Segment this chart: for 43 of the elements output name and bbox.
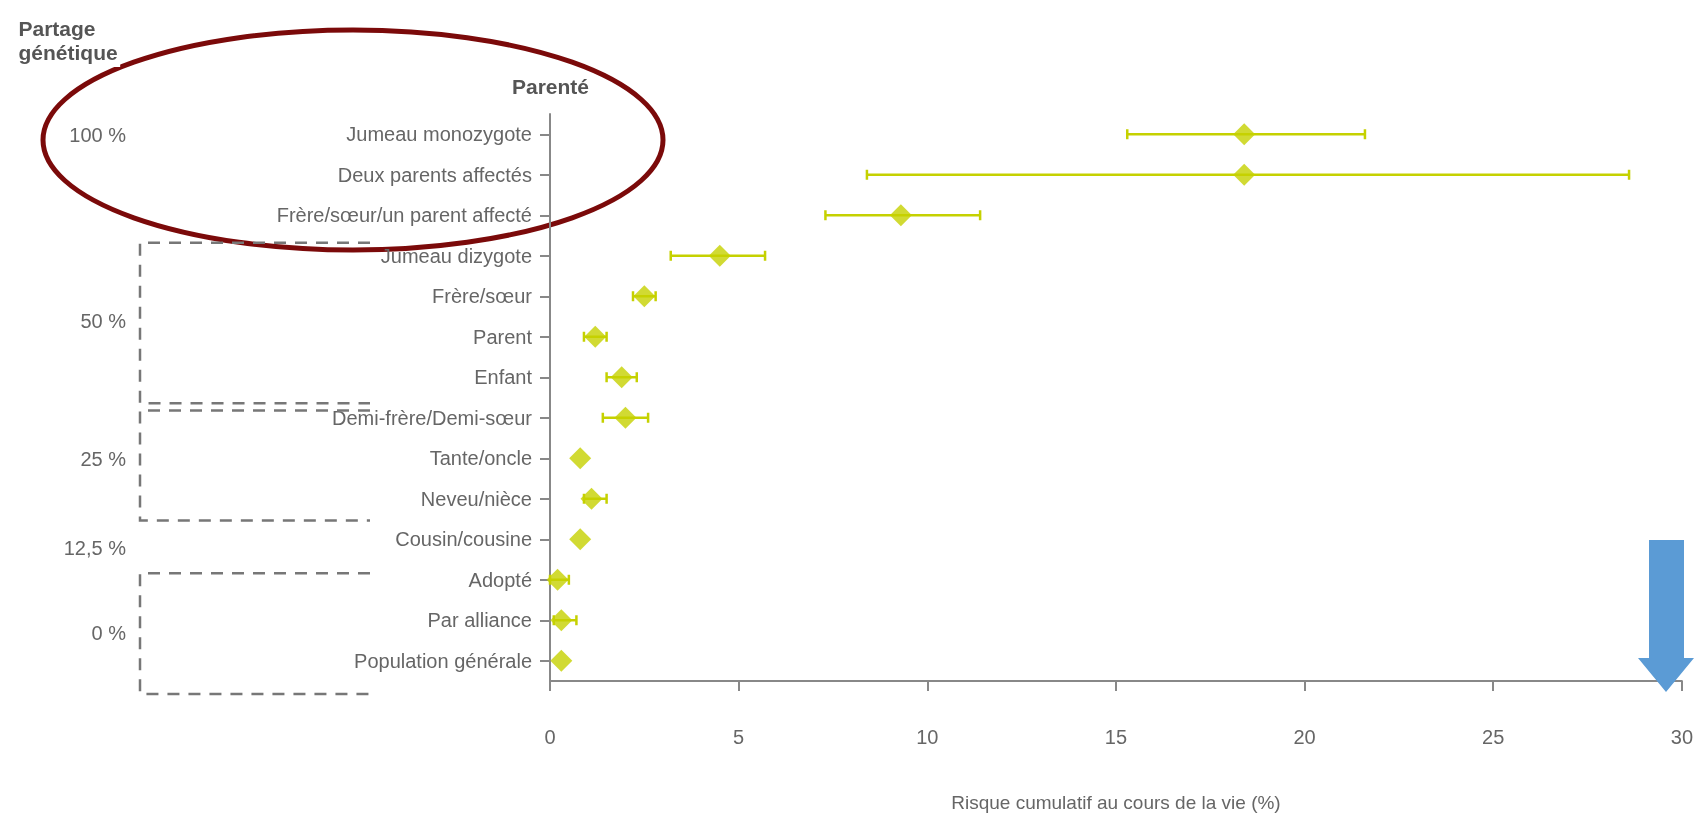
point [546,568,569,591]
text: Partage génétique [18,17,118,64]
text: 50 % [80,310,127,333]
point [580,487,603,510]
point [569,528,592,551]
y-tick-label: Frère/sœur/un parent affecté [276,204,532,227]
y-tick-label: Population générale [354,649,532,672]
y-tick-label: Frère/sœur [432,285,533,308]
point [633,285,656,308]
x-tick-label: 20 [1293,726,1316,748]
point [614,406,637,429]
y-tick-label: Demi-frère/Demi-sœur [332,406,533,429]
y-tick-label: Par alliance [427,609,532,632]
y-tick-label: Cousin/cousine [395,528,532,551]
point [1233,123,1256,146]
y-tick-label: Adopté [468,568,532,591]
point [1233,163,1256,186]
point [550,649,573,672]
x-tick-label: 10 [916,726,939,748]
x-tick-label: 5 [733,726,745,748]
y-tick-label: Jumeau dizygote [380,244,532,267]
y-tick-label: Enfant [474,366,533,389]
y-tick-label: Parent [473,325,533,348]
text: 25 % [80,448,127,471]
y-tick-label: Deux parents affectés [337,163,532,186]
point [889,204,912,227]
point [550,609,573,632]
x-tick-label: 15 [1104,726,1128,748]
x-tick-label: 25 [1482,726,1505,748]
x-tick-label: 0 [544,726,556,748]
text: 0 % [91,621,127,644]
point [569,447,592,470]
y-axis-title: Parenté [511,75,590,98]
point [610,366,633,389]
point [584,325,607,348]
y-tick-label: Tante/oncle [429,447,532,470]
point [708,244,731,267]
y-tick-label: Neveu/nièce [420,487,532,510]
x-axis-title: Risque cumulatif au cours de la vie (%) [951,792,1281,813]
text: 100 % [69,123,127,146]
text: 12,5 % [63,537,127,560]
x-tick-label: 30 [1670,726,1693,748]
y-tick-label: Jumeau monozygote [346,123,532,146]
